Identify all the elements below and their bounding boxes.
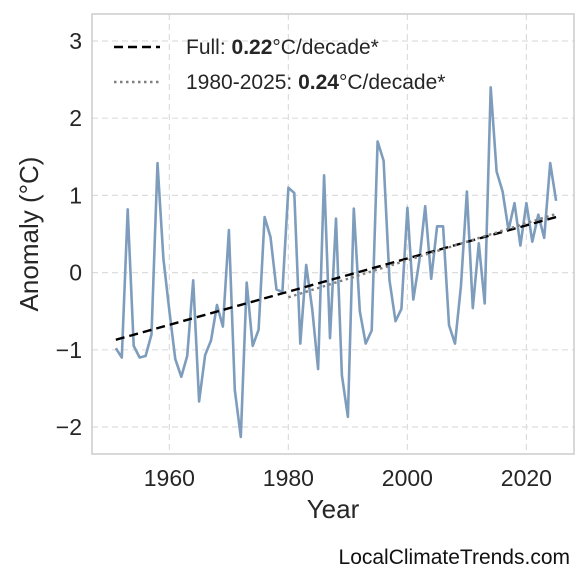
y-tick-label: 1 [69,182,82,208]
y-tick-label: 0 [69,260,82,286]
tick-labels: −2 −1 0 1 2 3 1960 1980 2000 2020 [56,28,552,491]
x-axis-label: Year [307,494,360,524]
y-tick-label: −1 [56,337,82,363]
anomaly-series-line [114,86,558,439]
watermark: LocalClimateTrends.com [338,546,570,569]
y-tick-label: 3 [69,28,82,54]
legend-suffix: °C/decade* [339,71,445,94]
x-tick-label: 1980 [263,465,314,491]
trend-line-1980-2025 [288,212,557,299]
legend-rate-value: 0.22 [232,36,273,59]
series-layer [114,86,558,439]
legend: Full: 0.22°C/decade*1980-2025: 0.24°C/de… [114,36,445,94]
x-tick-label: 1960 [144,465,195,491]
legend-prefix: Full: [186,36,232,59]
legend-entry: Full: 0.22°C/decade* [186,36,379,59]
y-tick-label: −2 [56,414,82,440]
legend-entry: 1980-2025: 0.24°C/decade* [186,71,445,94]
x-tick-label: 2000 [382,465,433,491]
grid [92,14,574,454]
legend-suffix: °C/decade* [272,36,378,59]
plot-frame [91,13,575,455]
trend-line-full [115,215,557,341]
trend-layer [115,212,557,341]
x-tick-label: 2020 [501,465,552,491]
y-axis-label: Anomaly (°C) [14,157,44,312]
legend-rate-value: 0.24 [298,71,339,94]
legend-prefix: 1980-2025: [186,71,298,94]
y-tick-label: 2 [69,105,82,131]
